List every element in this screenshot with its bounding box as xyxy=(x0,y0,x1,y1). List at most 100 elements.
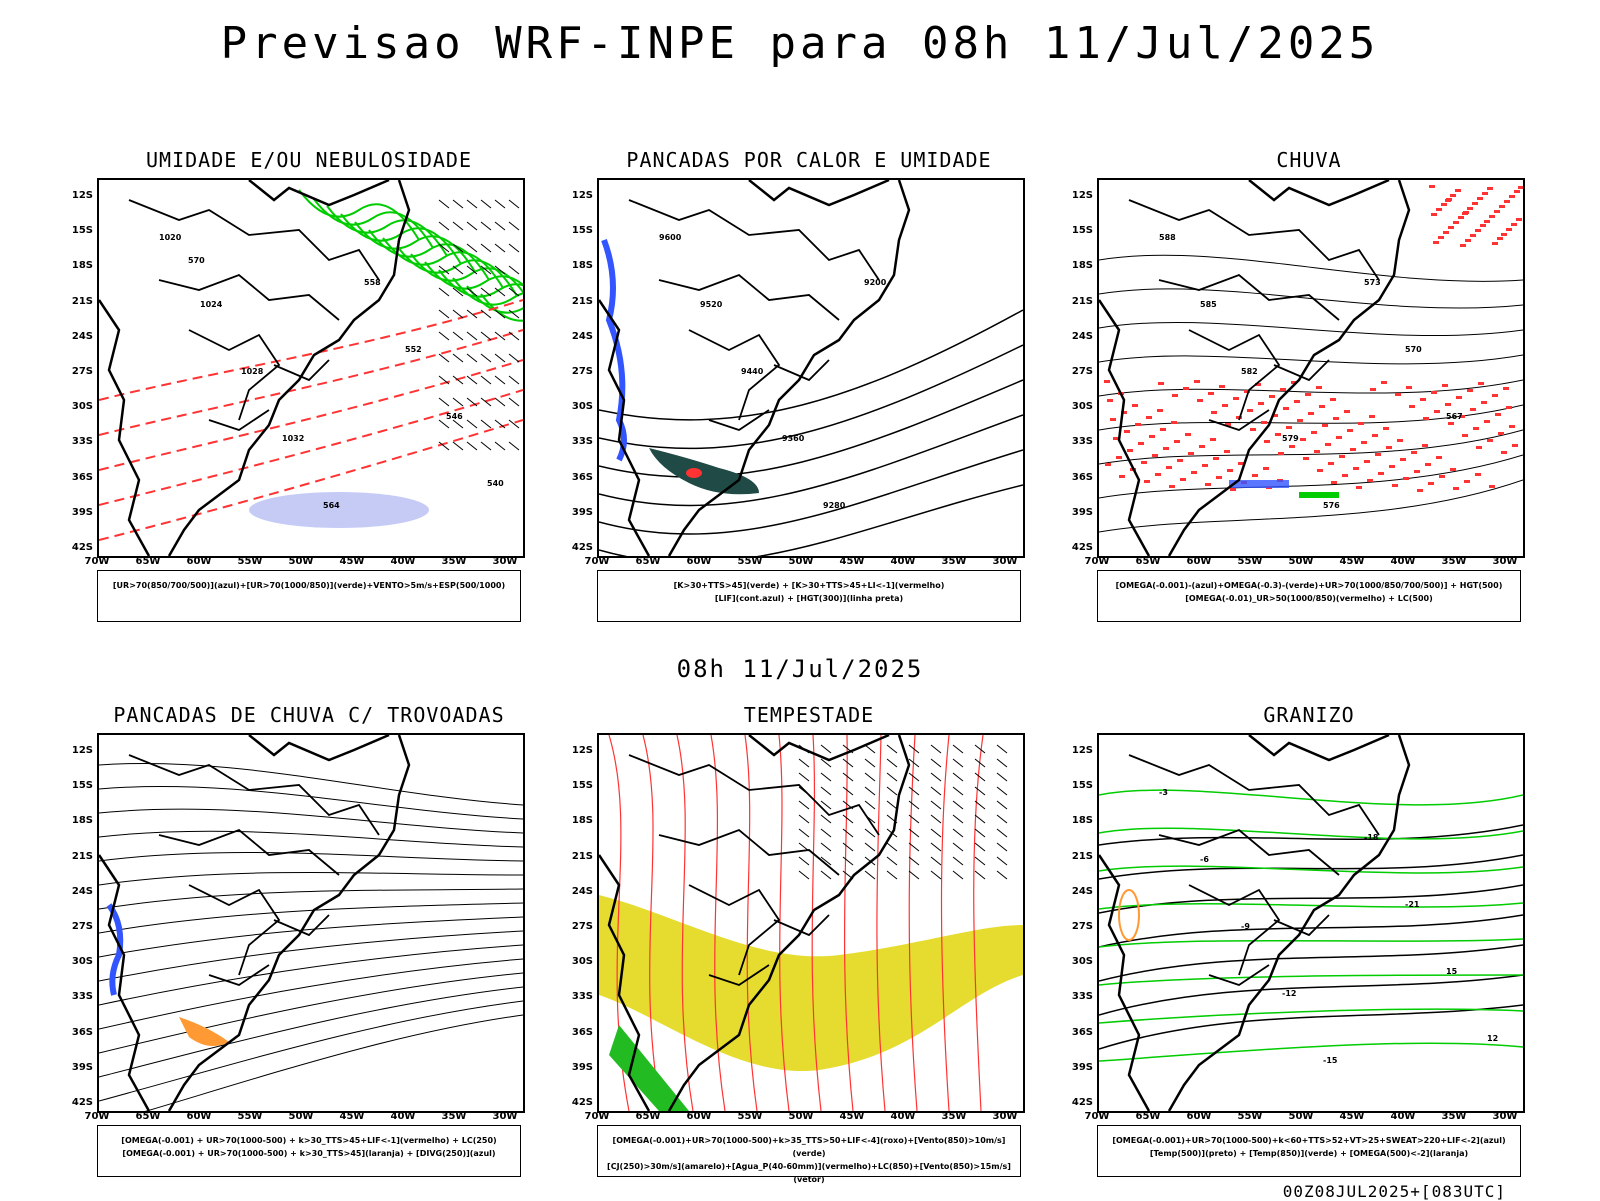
rain-area xyxy=(1456,396,1462,399)
rain-area xyxy=(1369,415,1375,418)
wind-vector xyxy=(908,800,920,810)
rain-area xyxy=(1247,409,1253,412)
latitude-label: 39S xyxy=(1071,506,1093,518)
coastline xyxy=(599,180,911,556)
rain-area xyxy=(1470,408,1476,411)
rain-area xyxy=(1489,485,1495,488)
rain-area xyxy=(1420,398,1426,401)
rain-area xyxy=(1465,239,1471,242)
streamline xyxy=(1099,479,1523,533)
storm-panel-map xyxy=(599,735,1023,1111)
wind-vector xyxy=(508,441,520,451)
wind-vector xyxy=(452,441,464,451)
political-borders xyxy=(628,199,880,431)
wind-vector xyxy=(974,786,986,796)
rain-area xyxy=(1458,216,1464,219)
contour-label: 579 xyxy=(1282,434,1299,443)
rain-area xyxy=(1431,213,1437,216)
latitude-label: 12S xyxy=(71,745,93,756)
divergence-area xyxy=(106,903,124,996)
legend-line: [OMEGA(-0.001)+UR>70(1000-500)+k<60+TTS>… xyxy=(1112,1136,1506,1145)
rain-area xyxy=(1441,203,1447,206)
wind-vector xyxy=(908,744,920,754)
precipitable-water-contour xyxy=(778,735,790,1111)
latitude-label: 18S xyxy=(571,815,593,827)
rain-area xyxy=(1361,441,1367,444)
rain-area xyxy=(1450,468,1456,471)
longitude-label: 55W xyxy=(737,1111,763,1122)
rain-area xyxy=(1124,430,1130,433)
contour-label: 588 xyxy=(1159,233,1176,242)
rain-area xyxy=(1356,486,1362,489)
rain-area xyxy=(1397,439,1403,442)
humidity-panel-map: 1020 1024 1028 1032 564 558 552 546 540 570 xyxy=(99,180,523,556)
temp500-contour xyxy=(1099,824,1523,846)
legend-line: [Temp(500)](preto) + [Temp(850)](verde) … xyxy=(1149,1149,1469,1158)
heat-showers-panel: 9600 9520 9440 9360 9280 9200 xyxy=(597,178,1025,558)
wind-vector xyxy=(494,309,506,319)
rain-area xyxy=(1350,448,1356,451)
rain-area xyxy=(1495,413,1501,416)
rain-area xyxy=(1364,460,1370,463)
longitude-label: 65W xyxy=(1135,556,1161,567)
streamline xyxy=(1099,379,1523,397)
rain-area xyxy=(1107,399,1113,402)
wind-vector xyxy=(820,856,832,866)
rain-area xyxy=(1403,477,1409,480)
streamline xyxy=(99,986,523,1078)
rain-area xyxy=(1492,242,1498,245)
contour-label: 1028 xyxy=(241,367,264,376)
wind-vector xyxy=(494,331,506,341)
wind-vector xyxy=(438,441,450,451)
latitude-label: 18S xyxy=(1071,815,1093,827)
temp850-contour xyxy=(1099,827,1523,840)
rain-area xyxy=(1333,417,1339,420)
precipitable-water-contour xyxy=(908,735,918,1111)
height-contour xyxy=(599,484,1023,556)
heat-showers-panel-title: PANCADAS POR CALOR E UMIDADE xyxy=(626,148,992,172)
wind-vector xyxy=(996,828,1008,838)
rain-area xyxy=(1311,431,1317,434)
contour-label: -3 xyxy=(1159,788,1168,797)
wind-vector xyxy=(438,221,450,231)
rain-area xyxy=(1303,457,1309,460)
wind-vector xyxy=(930,842,942,852)
precipitable-water-contour xyxy=(876,735,886,1111)
political-borders xyxy=(128,199,380,431)
wind-vector xyxy=(452,353,464,363)
legend-line: [LIF](cont.azul) + [HGT(300)](linha pret… xyxy=(714,594,904,603)
rain-area xyxy=(1258,402,1264,405)
rain-area xyxy=(1275,433,1281,436)
longitude-label: 45W xyxy=(839,556,865,567)
streamline xyxy=(99,785,523,820)
rain-area xyxy=(1280,388,1286,391)
rain-area xyxy=(1263,467,1269,470)
wind-vector xyxy=(480,353,492,363)
wind-vector xyxy=(466,331,478,341)
rain-area xyxy=(1367,479,1373,482)
contour-label: 1020 xyxy=(159,233,182,242)
rain-area xyxy=(1244,390,1250,393)
wind-vector xyxy=(466,375,478,385)
longitude-label: 45W xyxy=(339,1111,365,1122)
rain-area xyxy=(1121,411,1127,414)
rain-area xyxy=(1429,185,1435,188)
wind-vector xyxy=(452,243,464,253)
rain-area xyxy=(1158,382,1164,385)
rain-area xyxy=(1499,205,1505,208)
latitude-label: 18S xyxy=(71,815,93,827)
political-borders xyxy=(628,754,880,986)
temp850-contour xyxy=(1099,1042,1523,1062)
wind-vector xyxy=(974,772,986,782)
rain-area xyxy=(1389,465,1395,468)
wind-vector xyxy=(930,786,942,796)
wind-vector xyxy=(480,397,492,407)
wind-vector xyxy=(466,309,478,319)
rain-area xyxy=(1152,454,1158,457)
rain-area xyxy=(1464,480,1470,483)
rain-area xyxy=(1157,409,1163,412)
latitude-label: 42S xyxy=(1071,1097,1093,1108)
latitude-label: 18S xyxy=(1071,260,1093,272)
contour-label: -9 xyxy=(1241,922,1250,931)
rain-area xyxy=(1252,474,1258,477)
